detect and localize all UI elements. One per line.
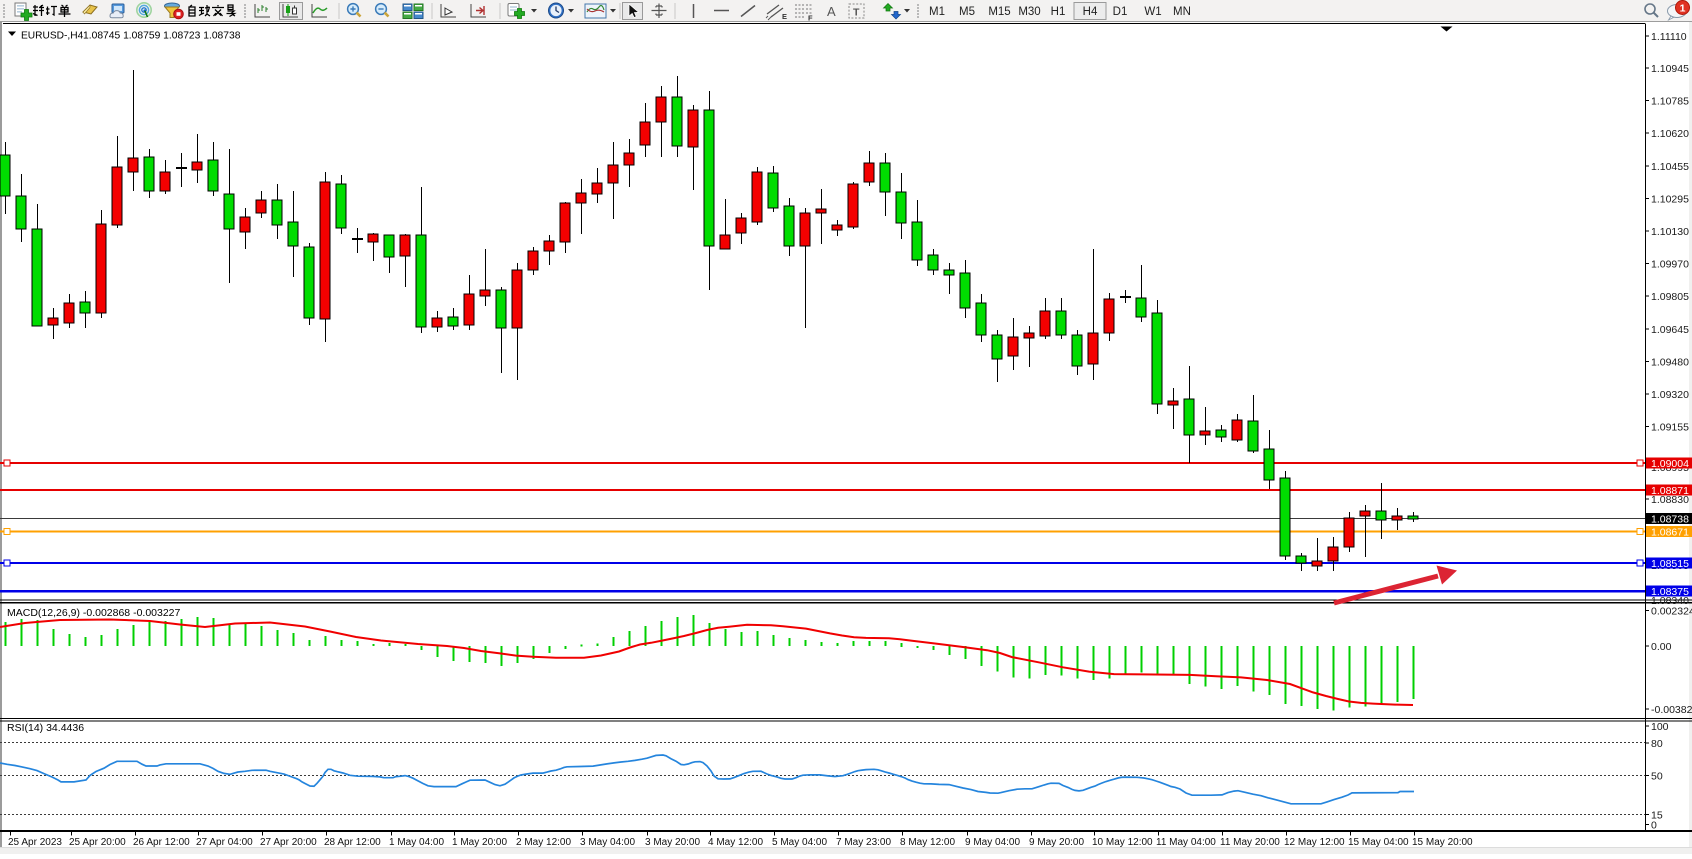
svg-text:1 May 04:00: 1 May 04:00: [389, 837, 444, 848]
svg-text:H1: H1: [1051, 6, 1066, 18]
svg-text:RSI(14) 34.4436: RSI(14) 34.4436: [7, 722, 84, 734]
svg-text:2 May 12:00: 2 May 12:00: [516, 837, 571, 848]
svg-text:1.08830: 1.08830: [1651, 494, 1689, 506]
svg-text:10 May 12:00: 10 May 12:00: [1092, 837, 1153, 848]
svg-text:1.09480: 1.09480: [1651, 357, 1689, 369]
svg-text:5 May 04:00: 5 May 04:00: [772, 837, 827, 848]
svg-text:100: 100: [1651, 721, 1669, 733]
svg-text:9 May 04:00: 9 May 04:00: [965, 837, 1020, 848]
svg-text:11 May 20:00: 11 May 20:00: [1220, 837, 1280, 848]
svg-text:1.10785: 1.10785: [1651, 96, 1689, 108]
svg-text:T: T: [853, 7, 860, 19]
svg-text:MN: MN: [1173, 6, 1191, 18]
svg-text:25 Apr 2023: 25 Apr 2023: [8, 837, 62, 848]
svg-text:80: 80: [1651, 738, 1663, 750]
svg-text:MACD(12,26,9) -0.002868 -0.003: MACD(12,26,9) -0.002868 -0.003227: [7, 607, 181, 619]
svg-text:4 May 12:00: 4 May 12:00: [708, 837, 763, 848]
svg-text:A: A: [827, 4, 836, 19]
svg-text:D1: D1: [1113, 6, 1128, 18]
svg-text:-0.00382: -0.00382: [1651, 704, 1692, 716]
svg-text:11 May 04:00: 11 May 04:00: [1156, 837, 1216, 848]
svg-text:25 Apr 20:00: 25 Apr 20:00: [69, 837, 126, 848]
svg-text:M1: M1: [929, 6, 945, 18]
svg-text:3 May 20:00: 3 May 20:00: [645, 837, 700, 848]
svg-text:1.10455: 1.10455: [1651, 161, 1689, 173]
svg-text:1.10945: 1.10945: [1651, 63, 1689, 75]
svg-text:H4: H4: [1083, 6, 1098, 18]
svg-text:1.11110: 1.11110: [1651, 31, 1687, 43]
svg-text:0.00: 0.00: [1651, 641, 1672, 653]
svg-text:0: 0: [1651, 820, 1657, 832]
svg-text:12 May 12:00: 12 May 12:00: [1284, 837, 1345, 848]
svg-text:1.09320: 1.09320: [1651, 389, 1689, 401]
svg-text:1.09970: 1.09970: [1651, 259, 1689, 271]
svg-text:1.09155: 1.09155: [1651, 422, 1689, 434]
svg-text:EURUSD-,H4: EURUSD-,H4: [21, 31, 84, 42]
svg-text:50: 50: [1651, 771, 1663, 783]
svg-text:15 May 20:00: 15 May 20:00: [1412, 837, 1473, 848]
svg-text:1 May 20:00: 1 May 20:00: [452, 837, 507, 848]
svg-text:3 May 04:00: 3 May 04:00: [580, 837, 635, 848]
svg-text:M30: M30: [1018, 6, 1040, 18]
svg-text:8 May 12:00: 8 May 12:00: [900, 837, 955, 848]
svg-text:W1: W1: [1144, 6, 1161, 18]
svg-text:1.10620: 1.10620: [1651, 128, 1689, 140]
svg-text:1.09805: 1.09805: [1651, 291, 1689, 303]
svg-text:26 Apr 12:00: 26 Apr 12:00: [133, 837, 190, 848]
svg-text:28 Apr 12:00: 28 Apr 12:00: [324, 837, 381, 848]
svg-text:M5: M5: [959, 6, 975, 18]
svg-text:1.08745 1.08759 1.08723 1.0873: 1.08745 1.08759 1.08723 1.08738: [83, 31, 241, 42]
svg-text:1.08671: 1.08671: [1651, 527, 1689, 539]
svg-text:M15: M15: [988, 6, 1010, 18]
svg-text:27 Apr 04:00: 27 Apr 04:00: [196, 837, 253, 848]
svg-text:1.10295: 1.10295: [1651, 194, 1689, 206]
svg-text:15 May 04:00: 15 May 04:00: [1348, 837, 1409, 848]
svg-text:1.08738: 1.08738: [1651, 514, 1689, 526]
svg-text:1: 1: [1680, 3, 1686, 15]
svg-text:1.08375: 1.08375: [1651, 586, 1689, 598]
svg-text:15: 15: [1651, 810, 1663, 822]
svg-text:27 Apr 20:00: 27 Apr 20:00: [260, 837, 317, 848]
svg-text:9 May 20:00: 9 May 20:00: [1029, 837, 1084, 848]
svg-text:F: F: [808, 14, 813, 23]
svg-text:0.002324: 0.002324: [1651, 606, 1692, 618]
svg-text:1.08515: 1.08515: [1651, 558, 1689, 570]
svg-text:1.08340: 1.08340: [1651, 595, 1689, 607]
svg-text:1.10130: 1.10130: [1651, 226, 1689, 238]
svg-text:1.08871: 1.08871: [1651, 485, 1689, 497]
svg-text:1.09004: 1.09004: [1651, 458, 1689, 470]
svg-text:E: E: [782, 12, 787, 21]
svg-text:1.09645: 1.09645: [1651, 324, 1689, 336]
svg-text:7 May 23:00: 7 May 23:00: [836, 837, 891, 848]
